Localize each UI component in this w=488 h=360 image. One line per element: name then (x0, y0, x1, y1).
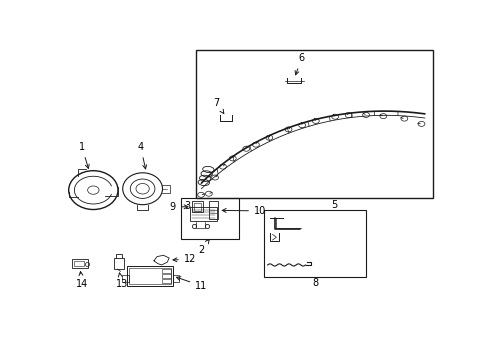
Bar (161, 269, 171, 273)
Bar (114, 258, 123, 269)
Bar (208, 201, 218, 219)
Bar (191, 201, 203, 212)
Text: 4: 4 (137, 142, 146, 169)
Bar (161, 279, 171, 283)
Bar (189, 207, 216, 221)
Text: 10: 10 (222, 206, 265, 216)
Bar (74, 261, 84, 266)
Text: 8: 8 (311, 278, 318, 288)
Bar (122, 275, 128, 282)
Text: 7: 7 (213, 98, 224, 113)
Bar (195, 50, 432, 198)
Text: 14: 14 (76, 271, 88, 289)
Bar (193, 203, 201, 211)
Text: 3: 3 (184, 201, 190, 211)
Text: 12: 12 (173, 255, 196, 264)
Bar (180, 198, 239, 239)
Text: 2: 2 (198, 239, 209, 255)
Text: 5: 5 (330, 201, 336, 210)
Bar (264, 210, 366, 278)
Bar (72, 260, 87, 268)
Bar (127, 266, 173, 286)
Bar (129, 268, 171, 284)
Text: 6: 6 (295, 53, 304, 75)
Text: 13: 13 (115, 273, 128, 289)
Bar (173, 275, 178, 282)
Text: 9: 9 (169, 202, 187, 212)
Bar (161, 274, 171, 278)
Text: 11: 11 (176, 277, 207, 291)
Text: 1: 1 (79, 142, 89, 168)
